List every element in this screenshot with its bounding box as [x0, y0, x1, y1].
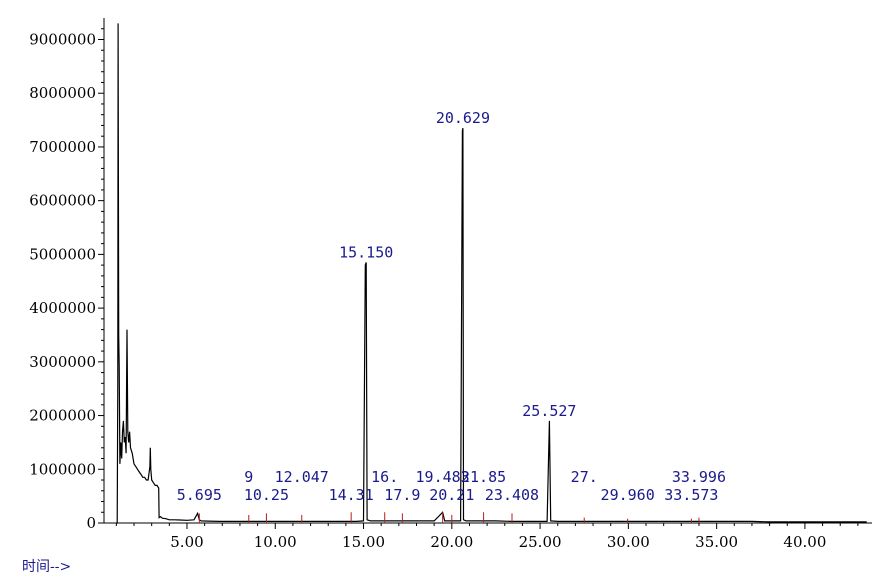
y-tick-label: 4000000 — [29, 299, 96, 317]
minor-peak-label: 14.31 — [329, 486, 374, 504]
minor-peak-label: 29.960 — [601, 486, 655, 504]
y-tick-label: 7000000 — [29, 138, 96, 156]
y-tick-label: 6000000 — [29, 192, 96, 210]
y-tick-label: 8000000 — [29, 84, 96, 102]
chromatogram-line — [116, 23, 867, 524]
y-axis-ticks: 0 1000000 2000000 3000000 4000000 5000000 6000… — [29, 28, 104, 532]
x-tick-label: 15.00 — [342, 533, 385, 551]
minor-peak-label: 33.996 — [672, 468, 726, 486]
minor-peak-label: 9 — [244, 468, 253, 486]
chromatogram-traces — [116, 23, 867, 524]
minor-peak-label: 33.573 — [664, 486, 718, 504]
x-tick-label: 35.00 — [695, 533, 738, 551]
minor-peak-label: 17.9 — [384, 486, 420, 504]
minor-peak-label: 10.25 — [244, 486, 289, 504]
minor-peak-label: 23.408 — [485, 486, 539, 504]
y-tick-label: 0 — [86, 514, 96, 532]
minor-peak-label: 16. — [371, 468, 398, 486]
y-tick-label: 3000000 — [29, 353, 96, 371]
y-tick-label: 1000000 — [29, 460, 96, 478]
peak-labels: 15.150 20.629 25.527 5.695 910.2512.04714.31… — [177, 109, 726, 504]
x-axis-label: 时间--> — [22, 559, 72, 575]
y-tick-label: 9000000 — [29, 30, 96, 48]
minor-peak-label: 12.047 — [275, 468, 329, 486]
peak-label: 15.150 — [339, 243, 393, 261]
y-tick-label: 5000000 — [29, 245, 96, 263]
y-tick-label: 2000000 — [29, 407, 96, 425]
minor-peak-label: 19.483 — [416, 468, 470, 486]
x-tick-label: 25.00 — [519, 533, 562, 551]
peak-label: 20.629 — [436, 109, 490, 127]
x-tick-label: 30.00 — [607, 533, 650, 551]
minor-peak-label: 27. — [571, 468, 598, 486]
minor-peak-label: 5.695 — [177, 486, 222, 504]
minor-peak-label: 20.21 — [429, 486, 474, 504]
x-axis-ticks: 5.00 10.00 15.00 20.00 25.00 30.00 35.00 40.00 — [115, 523, 859, 551]
x-tick-label: 20.00 — [430, 533, 473, 551]
x-tick-label: 5.00 — [170, 533, 203, 551]
peak-label: 25.527 — [522, 402, 576, 420]
minor-peak-label: 21.85 — [461, 468, 506, 486]
x-tick-label: 10.00 — [254, 533, 297, 551]
x-tick-label: 40.00 — [783, 533, 826, 551]
